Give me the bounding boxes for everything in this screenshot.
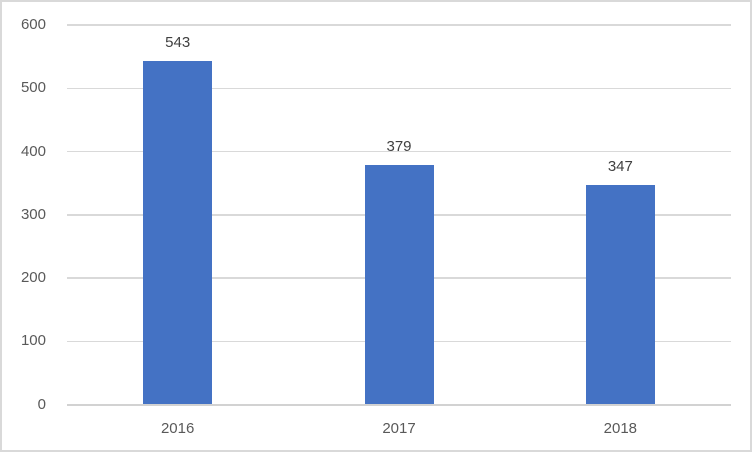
y-tick-label: 200 (20, 269, 46, 286)
gridline-600 (67, 24, 731, 26)
y-tick-label: 600 (20, 16, 46, 33)
bar-2017 (364, 164, 434, 405)
x-tick-label-2018: 2018 (603, 419, 638, 437)
y-tick-label: 400 (20, 142, 46, 160)
y-tick-label: 100 (20, 332, 46, 350)
gridline-400 (67, 150, 731, 153)
bar-2016 (143, 61, 213, 405)
data-label-2017: 379 (386, 137, 412, 155)
x-axis-line (67, 403, 731, 406)
gridline-500 (67, 87, 731, 89)
bar-2018 (585, 185, 655, 405)
y-tick-label: 300 (20, 205, 46, 223)
x-tick-label-2016: 2016 (160, 419, 195, 437)
x-tick-label-2017: 2017 (382, 419, 416, 437)
y-tick-label: 500 (20, 79, 46, 97)
data-label-2016: 543 (165, 34, 191, 52)
data-label-2018: 347 (607, 158, 633, 176)
y-tick-label: 0 (37, 395, 46, 413)
